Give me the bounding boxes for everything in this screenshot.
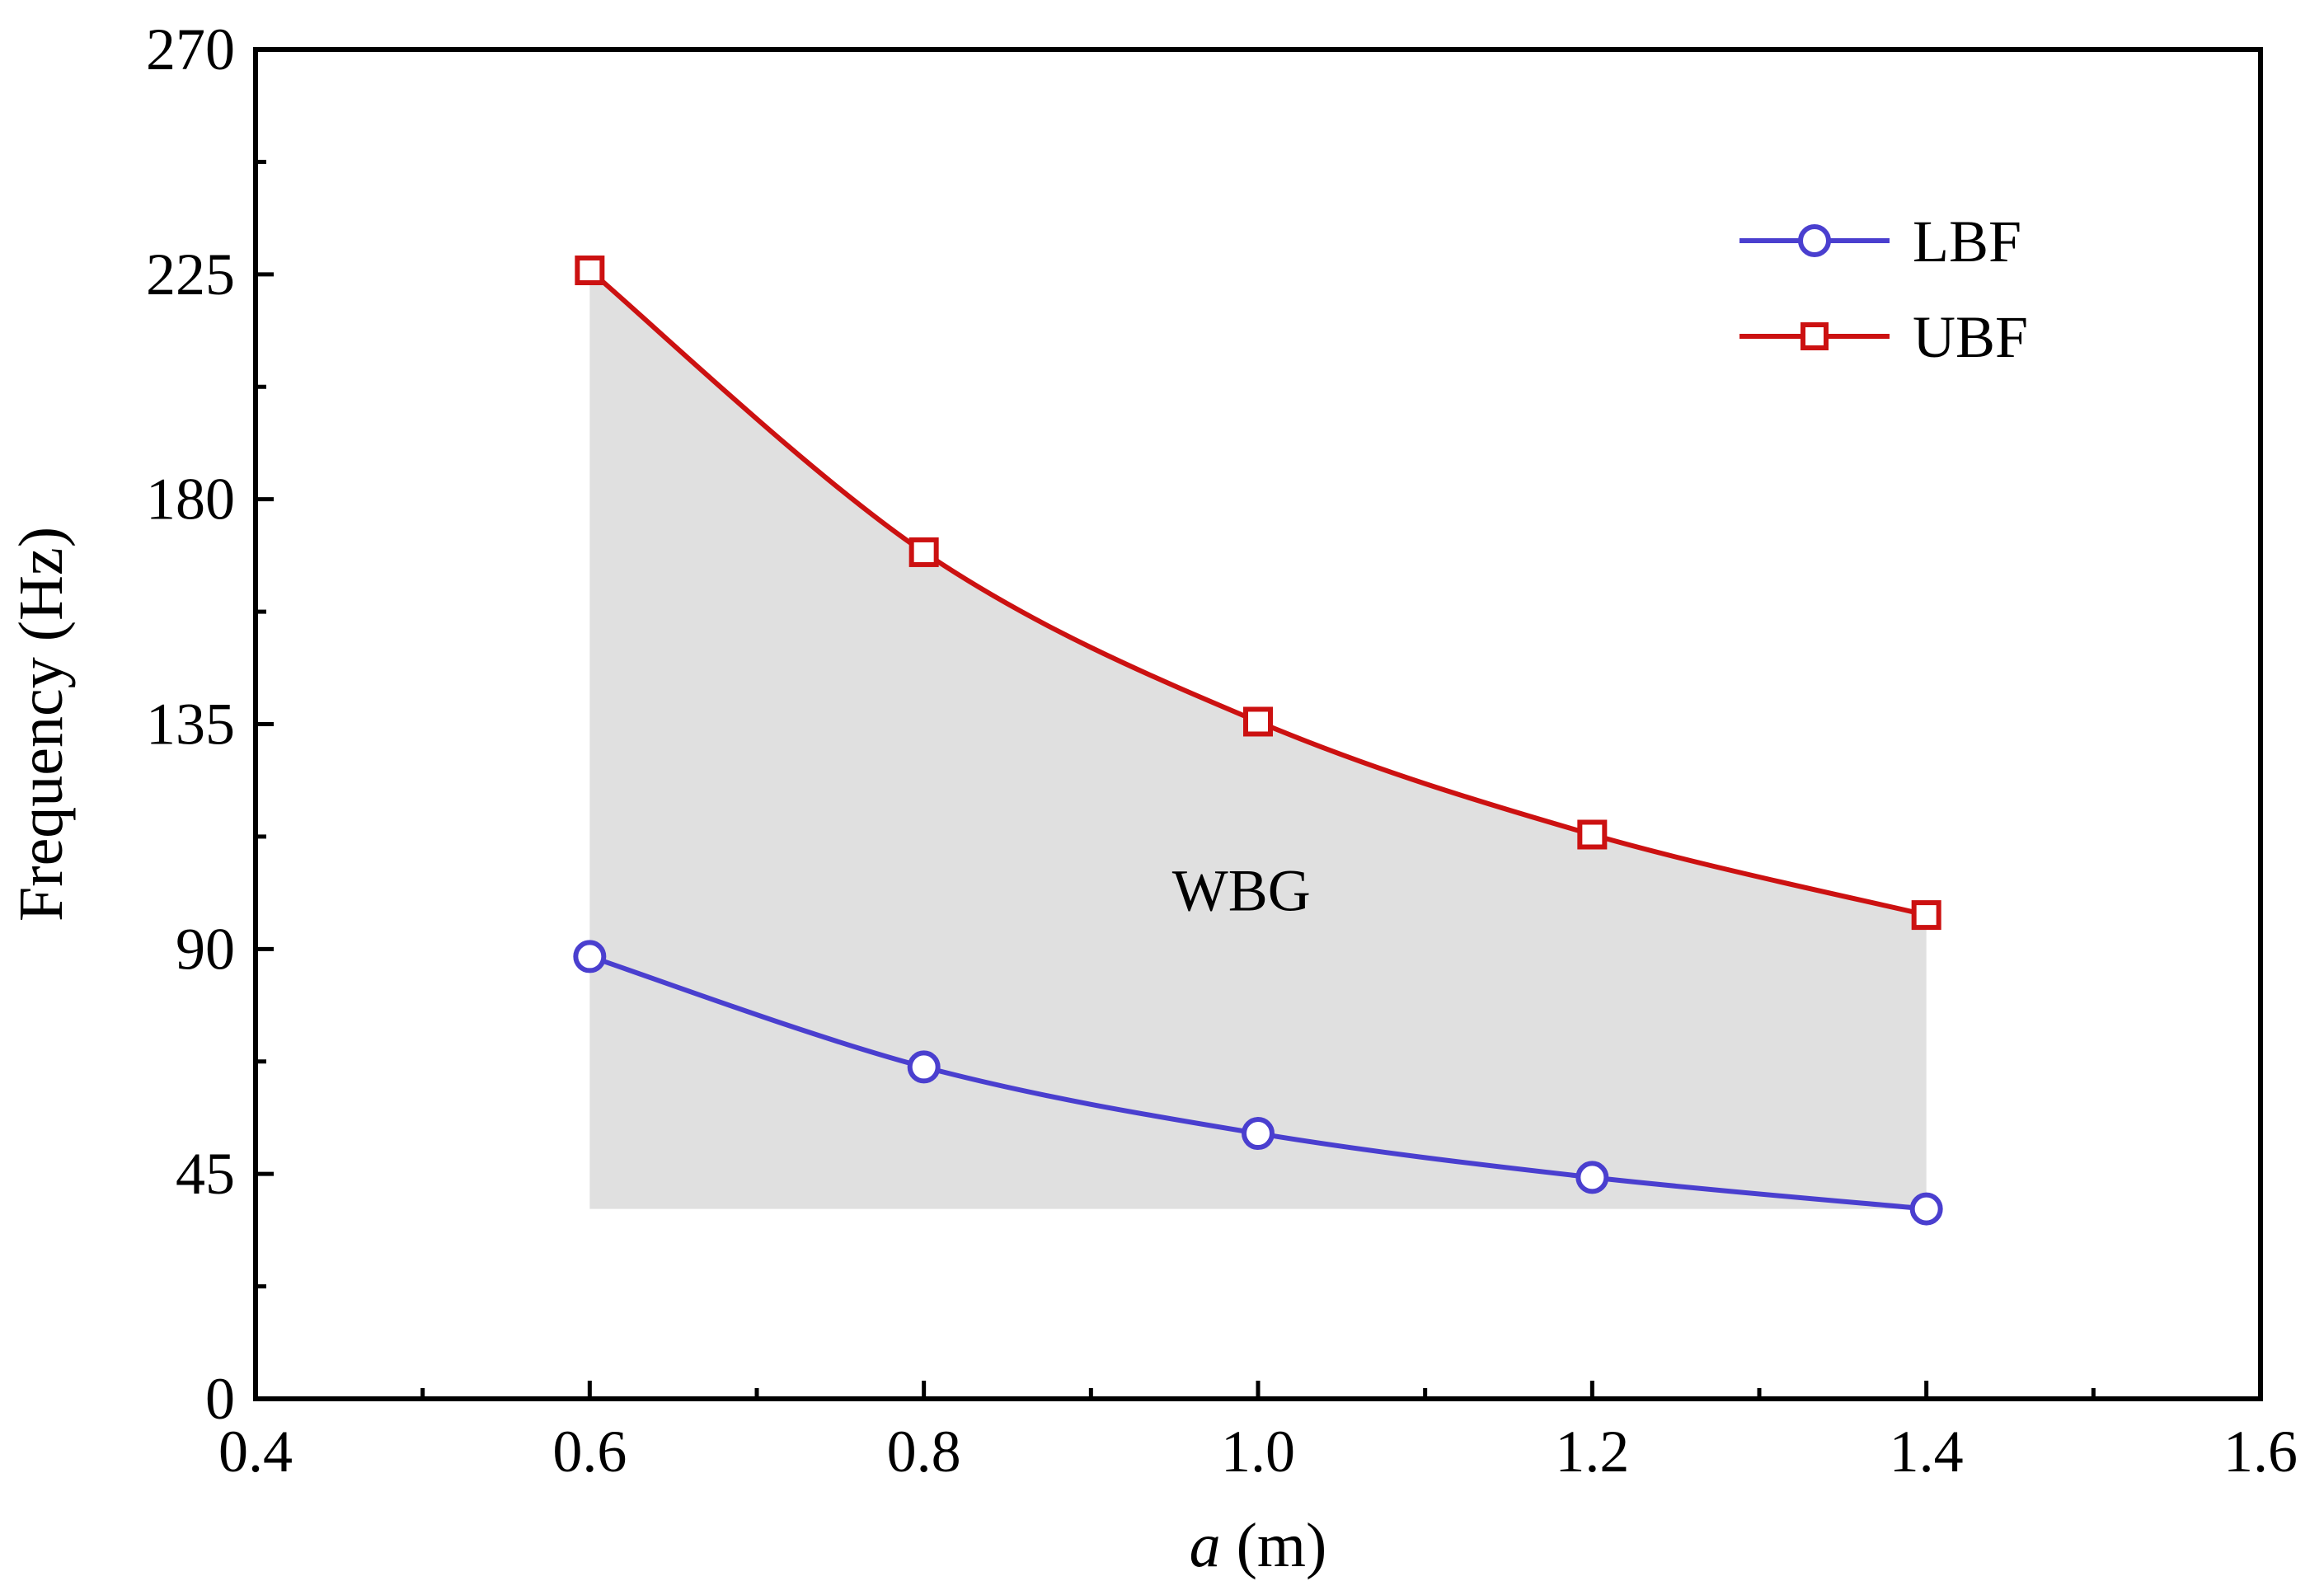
legend-label-lbf: LBF: [1913, 209, 2021, 274]
series-line-ubf: [588, 268, 1927, 918]
y-axis-title: Frequency (Hz): [7, 527, 76, 922]
data-point-ubf: [908, 537, 939, 567]
wbg-region-layer: [589, 270, 1927, 1209]
y-tick-label: 45: [176, 1141, 235, 1207]
data-point-lbf: [1575, 1161, 1609, 1194]
data-point-lbf: [573, 940, 607, 973]
y-tick-label: 225: [146, 242, 235, 307]
x-axis-title: a (m): [1190, 1511, 1327, 1580]
y-tick-label: 135: [146, 692, 235, 758]
x-axis-unit: (m): [1221, 1511, 1327, 1580]
data-point-ubf: [1577, 819, 1608, 850]
data-point-lbf: [1242, 1117, 1275, 1151]
x-tick-label: 0.8: [887, 1419, 961, 1485]
y-tick-label: 0: [205, 1366, 235, 1432]
legend-label-ubf: UBF: [1913, 304, 2028, 370]
x-tick-label: 1.0: [1221, 1419, 1295, 1485]
y-tick-label: 90: [176, 916, 235, 982]
x-tick-label: 0.6: [552, 1419, 627, 1485]
tick-label-layer: 0.4 0.6 0.8 1.0 1.2 1.4 1.6 0 45 90 135 180 225 270: [146, 16, 2298, 1485]
legend-marker-ubf: [1801, 322, 1829, 350]
series-layer: [573, 255, 1943, 1226]
x-axis-variable: a: [1190, 1511, 1221, 1580]
legend-marker-lbf: [1798, 224, 1831, 257]
wbg-shaded-region: [589, 270, 1927, 1209]
x-tick-label: 0.4: [218, 1419, 293, 1485]
y-tick-label: 270: [146, 16, 235, 82]
data-point-lbf: [907, 1050, 941, 1084]
data-point-ubf: [575, 255, 605, 285]
x-tick-label: 1.4: [1890, 1419, 1964, 1485]
y-tick-label: 180: [146, 467, 235, 532]
legend: LBF UBF: [1739, 209, 2028, 370]
x-tick-label: 1.6: [2223, 1419, 2298, 1485]
tick-layer: [253, 47, 2263, 1401]
wbg-annotation: WBG: [1172, 858, 1311, 924]
x-tick-label: 1.2: [1555, 1419, 1629, 1485]
data-point-ubf: [1243, 706, 1273, 737]
data-point-lbf: [1909, 1192, 1943, 1226]
data-point-ubf: [1911, 900, 1941, 931]
